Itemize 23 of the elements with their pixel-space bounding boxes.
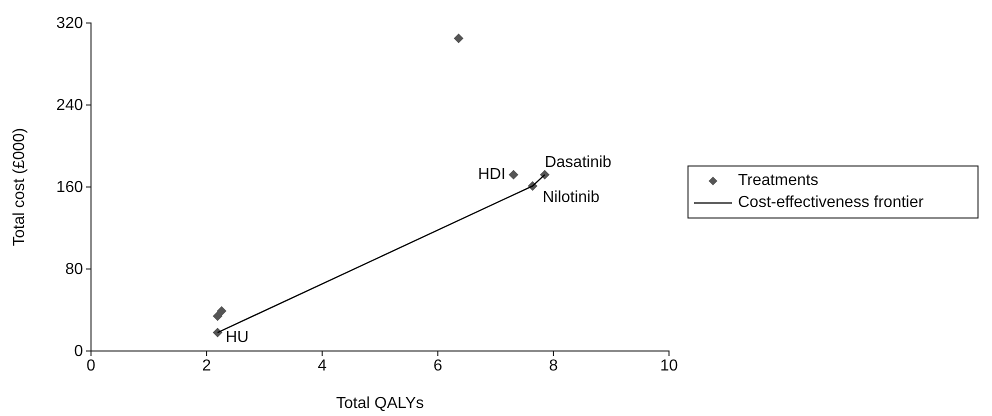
y-tick-label: 320 — [56, 15, 84, 32]
x-tick-label: 10 — [660, 357, 678, 374]
y-tick-label: 240 — [56, 97, 84, 114]
annotation: HDI — [478, 166, 506, 183]
point — [508, 170, 518, 180]
y-tick-label: 0 — [74, 343, 84, 360]
point — [216, 306, 226, 316]
x-tick-label: 6 — [433, 357, 442, 374]
x-tick-label: 2 — [202, 357, 212, 374]
x-tick-label: 8 — [548, 357, 558, 374]
point — [212, 311, 222, 321]
x-tick-label: 4 — [318, 357, 327, 374]
annotation: HU — [226, 328, 249, 346]
legend-label: Treatments — [738, 172, 818, 190]
y-tick-label: 80 — [65, 261, 84, 278]
y-axis-title: Total cost (£000) — [11, 128, 28, 246]
annotation: Nilotinib — [542, 189, 600, 206]
y-tick-label: 160 — [56, 179, 84, 196]
x-axis-title: Total QALYs — [336, 395, 424, 412]
annotation: Dasatinib — [544, 154, 612, 171]
point — [454, 34, 464, 44]
legend-label: Cost-effectiveness frontier — [738, 194, 924, 212]
x-tick-label: 0 — [86, 357, 96, 374]
